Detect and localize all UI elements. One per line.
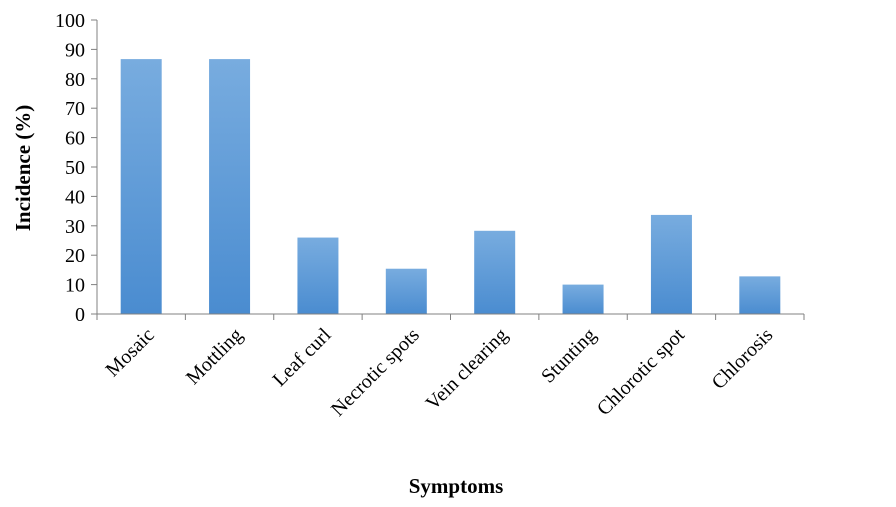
y-tick-label: 70 [65, 98, 85, 120]
y-tick-label: 60 [65, 128, 85, 150]
axes-layer [91, 19, 805, 320]
y-tick-label: 0 [75, 304, 85, 326]
x-tick-label: Chlorosis [708, 324, 778, 394]
x-tick-label: Mosaic [102, 324, 159, 381]
x-tick-label: Vein clearing [422, 324, 513, 415]
bars-layer [120, 59, 781, 314]
y-axis-title: Incidence (%) [11, 105, 35, 232]
bar-necrotic-spots [385, 268, 427, 314]
bar-leaf-curl [297, 237, 339, 314]
bar-vein-clearing [474, 230, 516, 314]
y-tick-label: 80 [65, 69, 85, 91]
y-tick-label: 20 [65, 245, 85, 267]
y-tick-label: 50 [65, 157, 85, 179]
bar-mottling [209, 59, 251, 314]
x-tick-label: Stunting [537, 324, 600, 387]
y-tick-label: 90 [65, 39, 85, 61]
y-tick-label: 10 [65, 275, 85, 297]
x-tick-label: Mottling [182, 324, 247, 389]
bar-chlorotic-spot [650, 214, 692, 314]
y-tick-label: 40 [65, 186, 85, 208]
y-tick-label: 100 [55, 10, 85, 32]
bar-mosaic [120, 59, 162, 314]
x-tick-label: Leaf curl [268, 324, 335, 391]
x-tick-label: Chlorotic spot [593, 324, 689, 420]
bar-chlorosis [739, 276, 781, 314]
x-axis-title: Symptoms [409, 474, 504, 498]
y-tick-label: 30 [65, 216, 85, 238]
bar-stunting [562, 284, 604, 314]
x-tick-label: Necrotic spots [327, 324, 424, 421]
